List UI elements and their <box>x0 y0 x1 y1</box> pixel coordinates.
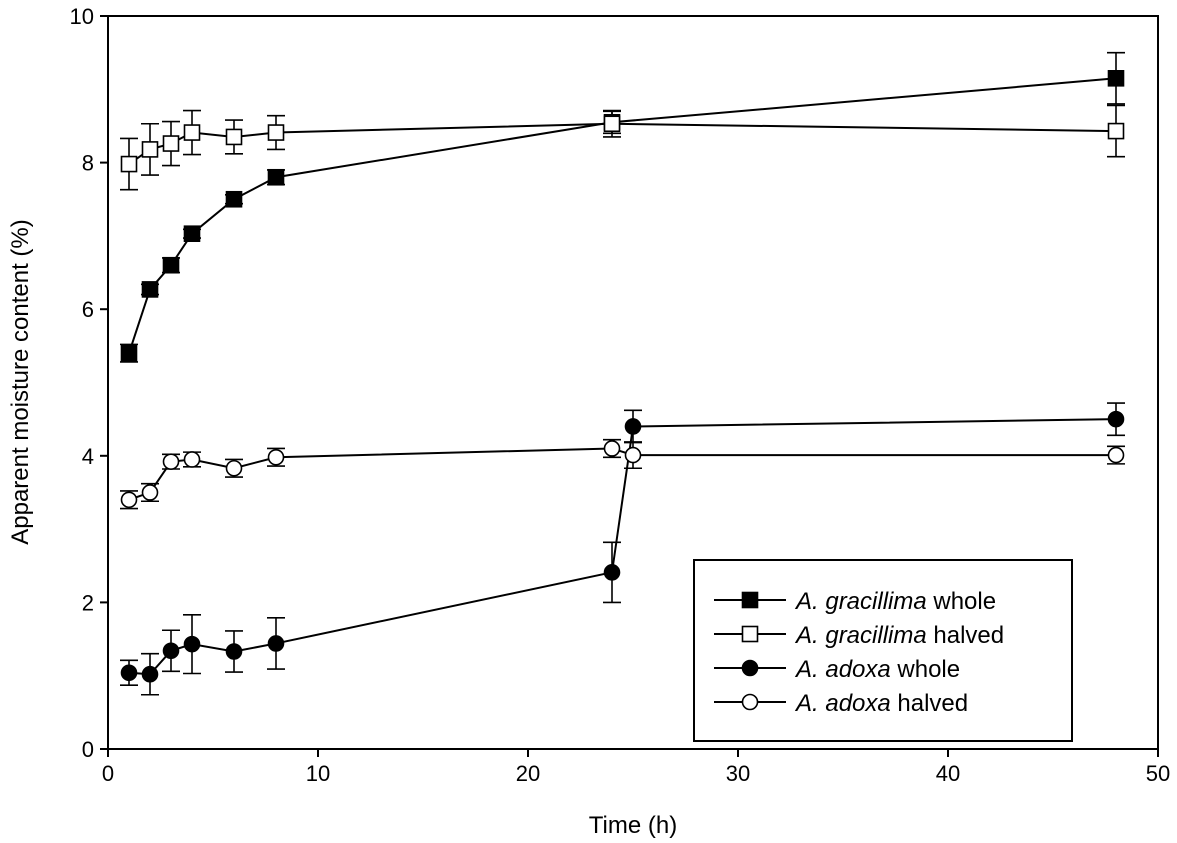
x-tick-label: 10 <box>306 761 330 786</box>
legend-label-species: A. adoxa <box>794 656 891 683</box>
data-point <box>1107 410 1125 428</box>
plot-frame <box>107 15 1159 750</box>
data-point <box>603 564 621 581</box>
data-point <box>225 459 243 477</box>
y-axis: 0 2 4 6 8 10 <box>70 4 108 762</box>
data-point <box>225 128 243 146</box>
legend-label-treatment: whole <box>891 656 960 683</box>
legend-label: A. adoxa halved <box>794 690 968 717</box>
legend-label-treatment: whole <box>927 588 996 615</box>
data-point <box>267 448 285 466</box>
series-1 <box>120 104 1125 191</box>
legend-marker <box>741 659 759 677</box>
data-point <box>1107 122 1125 140</box>
legend-entry-2: A. adoxa whole <box>714 656 960 683</box>
legend-label-species: A. gracillima <box>794 588 927 615</box>
data-point <box>183 124 201 141</box>
data-point <box>267 124 285 141</box>
y-tick-label: 8 <box>82 151 94 176</box>
series-0 <box>120 51 1125 363</box>
data-point <box>603 440 621 457</box>
data-point <box>267 168 285 186</box>
data-point <box>162 642 180 660</box>
x-tick-label: 0 <box>102 761 114 786</box>
legend-marker <box>741 625 759 643</box>
x-tick-label: 20 <box>516 761 540 786</box>
data-point <box>225 643 243 660</box>
legend-label-species: A. gracillima <box>794 622 927 649</box>
data-point <box>624 446 642 464</box>
data-point <box>183 451 201 468</box>
data-point <box>141 141 159 158</box>
data-point <box>120 491 138 509</box>
legend-marker <box>741 591 759 609</box>
y-tick-label: 2 <box>82 590 94 615</box>
legend-label: A. gracillima halved <box>794 622 1004 649</box>
data-point <box>267 635 285 652</box>
data-point <box>183 635 201 653</box>
legend-label-treatment: halved <box>927 622 1004 649</box>
plot-area <box>120 51 1125 696</box>
series-line <box>128 77 1117 354</box>
legend-box <box>693 559 1073 742</box>
data-point <box>1107 446 1125 464</box>
y-tick-label: 4 <box>82 444 94 469</box>
data-point <box>141 484 159 501</box>
data-point <box>1107 70 1125 87</box>
y-tick-label: 6 <box>82 297 94 322</box>
data-point <box>120 664 138 682</box>
y-axis-label: Apparent moisture content (%) <box>7 219 34 545</box>
data-point <box>183 225 201 243</box>
x-tick-label: 30 <box>726 761 750 786</box>
data-point <box>120 344 138 362</box>
data-point <box>120 155 138 173</box>
legend-marker <box>741 693 759 711</box>
series-3 <box>120 438 1125 510</box>
legend-entry-0: A. gracillima whole <box>714 588 996 615</box>
legend-label-treatment: halved <box>891 690 968 717</box>
legend-entry-1: A. gracillima halved <box>714 622 1004 649</box>
data-point <box>162 453 180 470</box>
y-tick-label: 0 <box>82 737 94 762</box>
x-tick-label: 50 <box>1146 761 1170 786</box>
series-2 <box>120 402 1125 696</box>
data-point <box>225 190 243 208</box>
x-axis: 0 10 20 30 40 50 <box>102 749 1170 786</box>
legend-entry-3: A. adoxa halved <box>714 690 968 717</box>
legend-label: A. gracillima whole <box>794 588 996 615</box>
data-point <box>603 115 621 133</box>
x-tick-label: 40 <box>936 761 960 786</box>
data-point <box>162 135 180 152</box>
data-point <box>141 665 159 683</box>
data-point <box>141 281 159 298</box>
legend-label-species: A. adoxa <box>794 690 891 717</box>
data-point <box>162 256 180 274</box>
x-axis-label: Time (h) <box>589 812 677 839</box>
legend-label: A. adoxa whole <box>794 656 960 683</box>
y-tick-label: 10 <box>70 4 94 29</box>
data-point <box>624 418 642 435</box>
